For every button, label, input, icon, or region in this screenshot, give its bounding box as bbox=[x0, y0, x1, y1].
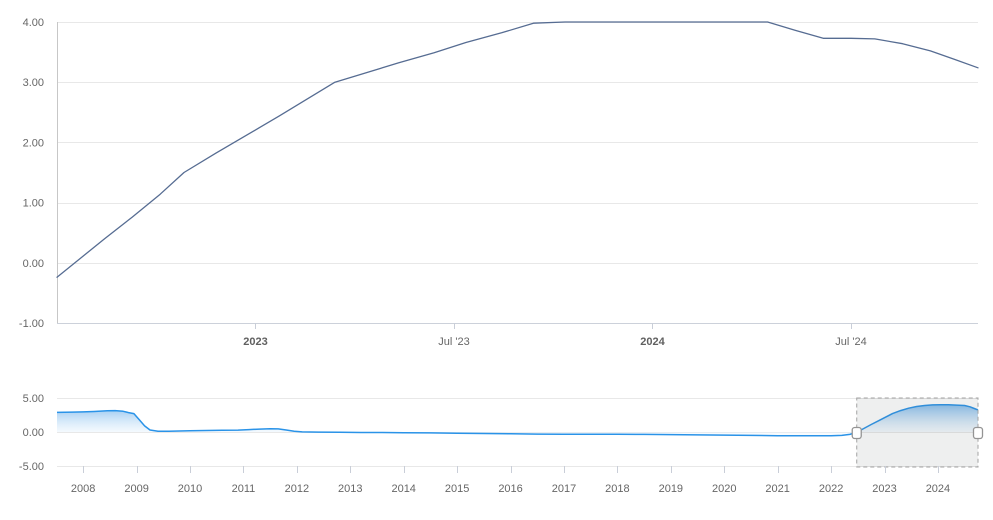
navigator-x-axis-label: 2021 bbox=[765, 483, 789, 495]
navigator-x-axis-label: 2018 bbox=[605, 483, 629, 495]
navigator-x-axis-label: 2020 bbox=[712, 483, 736, 495]
navigator: 5.00 0.00 -5.00 2008 2009 2010 2011 2012 2013 201… bbox=[19, 393, 984, 495]
main-x-axis-label: 2024 bbox=[640, 336, 665, 348]
navigator-x-axis-label: 2024 bbox=[926, 483, 950, 495]
navigator-x-axis-label: 2016 bbox=[498, 483, 522, 495]
navigator-x-axis-label: 2022 bbox=[819, 483, 843, 495]
navigator-x-axis-label: 2008 bbox=[71, 483, 95, 495]
navigator-x-axis-label: 2009 bbox=[124, 483, 148, 495]
navigator-selection-window[interactable] bbox=[856, 397, 979, 468]
main-plot-area[interactable] bbox=[57, 22, 978, 323]
navigator-x-axis-label: 2012 bbox=[285, 483, 309, 495]
navigator-x-axis-label: 2014 bbox=[391, 483, 415, 495]
main-x-axis-label: Jul '23 bbox=[438, 336, 469, 348]
navigator-x-axis-label: 2017 bbox=[552, 483, 576, 495]
navigator-x-axis-label: 2019 bbox=[659, 483, 683, 495]
navigator-x-axis-label: 2015 bbox=[445, 483, 469, 495]
navigator-y-axis-label: 0.00 bbox=[23, 427, 44, 439]
navigator-x-axis-label: 2013 bbox=[338, 483, 362, 495]
navigator-x-axis-label: 2011 bbox=[232, 483, 256, 495]
main-y-axis-label: 0.00 bbox=[23, 258, 44, 270]
navigator-x-axis-label: 2010 bbox=[178, 483, 202, 495]
main-y-axis-label: -1.00 bbox=[19, 318, 44, 330]
main-y-axis-label: 1.00 bbox=[23, 198, 44, 210]
navigator-y-axis-label: 5.00 bbox=[23, 393, 44, 405]
main-x-axis-label: Jul '24 bbox=[835, 336, 866, 348]
main-y-axis-label: 3.00 bbox=[23, 77, 44, 89]
main-series-line bbox=[56, 21, 979, 278]
main-chart: 4.00 3.00 2.00 1.00 0.00 -1.00 2023 Jul '23 2024… bbox=[19, 17, 979, 348]
main-y-axis-label: 4.00 bbox=[23, 17, 44, 29]
main-x-axis-label: 2023 bbox=[243, 336, 267, 348]
main-y-axis-label: 2.00 bbox=[23, 137, 44, 149]
navigator-x-axis-label: 2023 bbox=[872, 483, 896, 495]
navigator-handle-right[interactable] bbox=[972, 426, 984, 440]
navigator-y-axis-label: -5.00 bbox=[19, 461, 44, 473]
navigator-series-line bbox=[56, 404, 979, 437]
navigator-handle-left[interactable] bbox=[851, 426, 862, 440]
